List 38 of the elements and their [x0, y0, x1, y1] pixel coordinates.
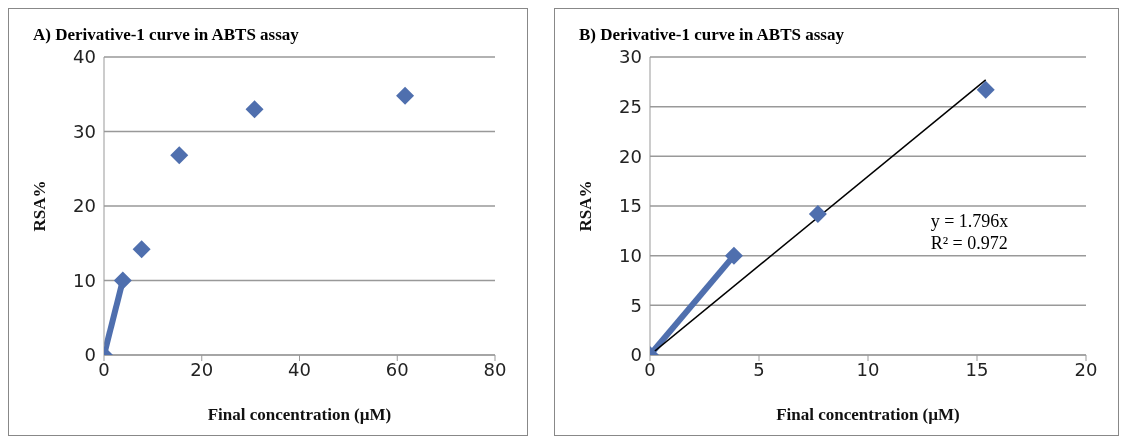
annotation: R² = 0.972 [930, 232, 1009, 255]
x-tick-label: 0 [644, 358, 656, 380]
y-tick-label: 20 [73, 195, 96, 217]
y-tick-label: 0 [630, 344, 642, 366]
y-axis-title: RSA% [30, 180, 50, 232]
x-tick-label: 15 [965, 358, 989, 380]
x-tick-label: 60 [385, 358, 409, 380]
point [245, 100, 264, 119]
chart-title: A) Derivative-1 curve in ABTS assay [33, 25, 299, 45]
x-axis-title: Final concentration (µM) [207, 405, 392, 424]
x-tick-label: 10 [856, 358, 880, 380]
annotation: y = 1.796x [930, 210, 1009, 233]
point [808, 204, 827, 223]
x-tick-label: 20 [190, 358, 214, 380]
y-tick-label: 10 [619, 245, 642, 267]
x-tick-label: 0 [98, 358, 110, 380]
x-axis-title: Final concentration (µM) [776, 405, 960, 424]
chart-title: B) Derivative-1 curve in ABTS assay [579, 25, 844, 45]
x-tick-label: 80 [483, 358, 507, 380]
y-tick-label: 20 [619, 145, 642, 167]
y-tick-label: 40 [73, 46, 96, 68]
y-axis-title: RSA% [576, 180, 596, 232]
point [724, 246, 743, 265]
point [113, 271, 132, 290]
y-tick-label: 25 [619, 96, 642, 118]
y-tick-label: 0 [84, 344, 96, 366]
point [396, 86, 415, 105]
y-tick-label: 30 [619, 46, 642, 68]
y-tick-label: 30 [73, 120, 96, 142]
point [170, 146, 189, 165]
y-tick-label: 15 [619, 195, 642, 217]
point [976, 80, 995, 99]
y-tick-label: 5 [630, 294, 642, 316]
x-tick-label: 20 [1074, 358, 1098, 380]
x-tick-label: 5 [753, 358, 765, 380]
x-tick-label: 40 [288, 358, 311, 380]
point [132, 240, 151, 259]
y-tick-label: 10 [73, 269, 96, 291]
